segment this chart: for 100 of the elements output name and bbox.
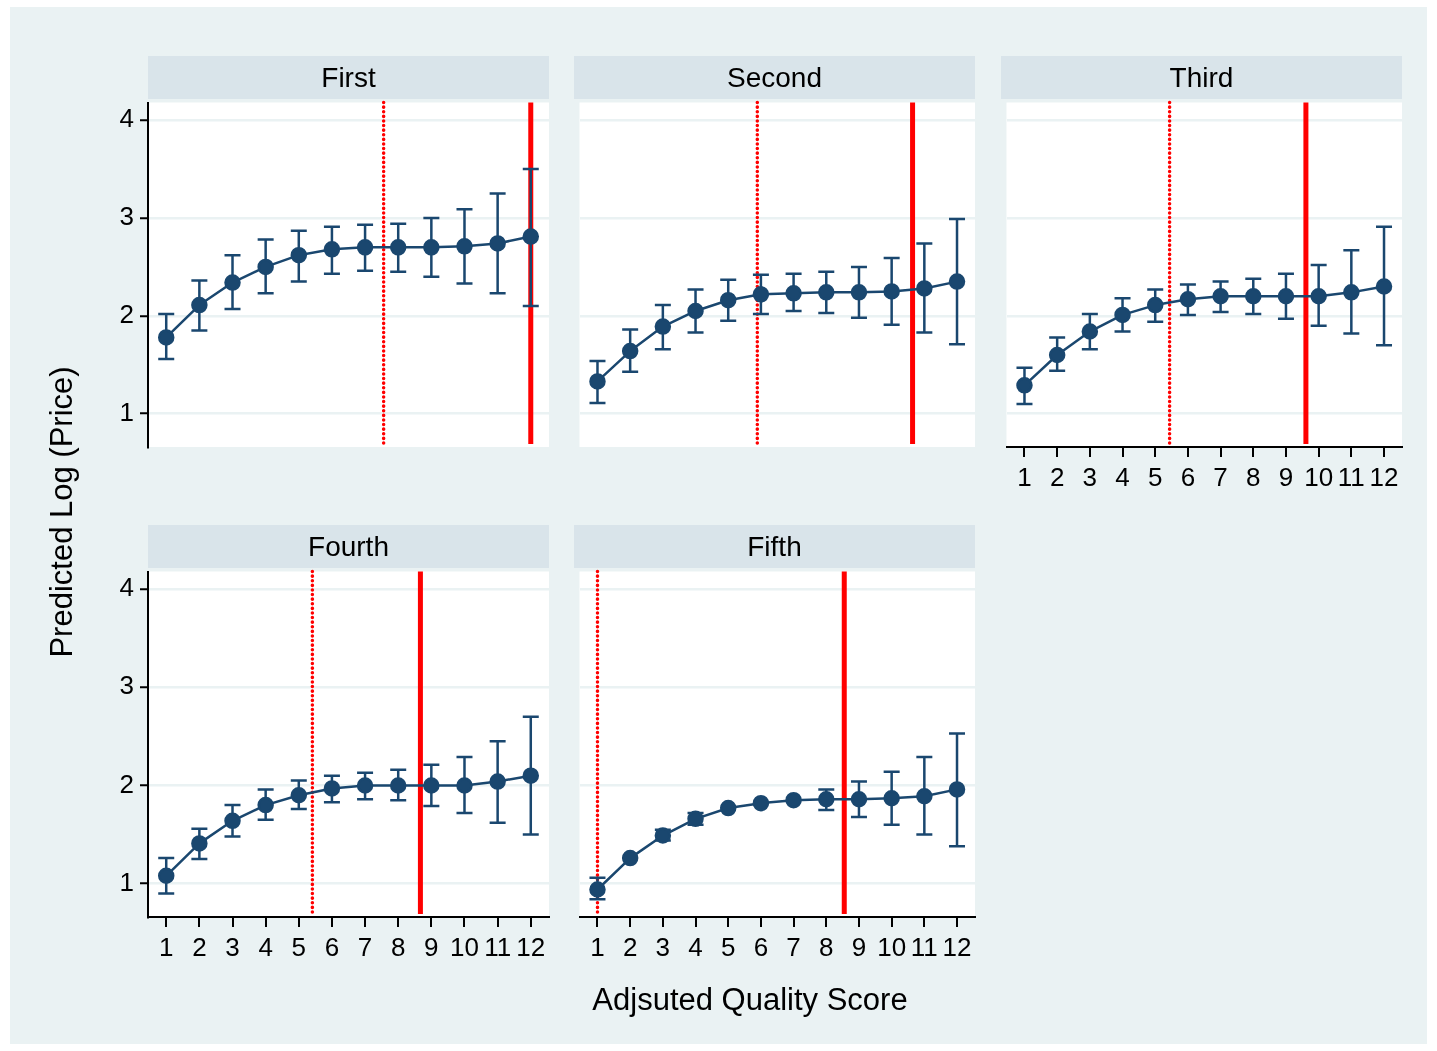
- point: [752, 286, 770, 303]
- point: [752, 794, 770, 812]
- point: [157, 329, 175, 346]
- point: [1343, 284, 1360, 301]
- y-tick-label: 3: [119, 201, 134, 232]
- point: [785, 791, 802, 809]
- x-tick-label: 12: [1369, 461, 1399, 492]
- x-tick-label: 12: [516, 931, 546, 962]
- point: [785, 285, 802, 302]
- point: [456, 777, 473, 794]
- point: [916, 280, 933, 297]
- x-tick-label: 6: [324, 931, 340, 962]
- x-tick-label: 12: [942, 931, 972, 962]
- x-tick-label: 9: [1278, 461, 1294, 492]
- x-tick-label: 6: [753, 931, 769, 962]
- x-tick-label: 5: [720, 931, 736, 962]
- x-tick-label: 8: [1246, 461, 1261, 492]
- x-tick-label: 10: [450, 931, 479, 962]
- y-tick-label: 1: [119, 396, 134, 427]
- x-tick-label: 10: [1304, 461, 1334, 492]
- point: [1375, 278, 1393, 295]
- x-tick-label: 3: [225, 931, 240, 962]
- point: [423, 239, 440, 256]
- x-tick-label: 5: [1147, 461, 1163, 492]
- point: [687, 302, 704, 320]
- point: [290, 787, 308, 804]
- point: [290, 246, 308, 264]
- point: [489, 773, 506, 790]
- x-tick-label: 2: [1049, 461, 1065, 492]
- chart-title: Second: [574, 56, 975, 99]
- x-tick-label: 11: [1337, 461, 1365, 492]
- x-tick-label: 7: [786, 931, 801, 962]
- point: [224, 812, 241, 830]
- x-tick-label: 11: [910, 931, 938, 962]
- point: [850, 284, 868, 301]
- x-tick-label: 3: [655, 931, 671, 962]
- point: [818, 284, 835, 301]
- point: [850, 790, 868, 808]
- point: [456, 238, 473, 255]
- chart-title: Third: [1001, 56, 1402, 99]
- chart-title: Fourth: [148, 525, 549, 568]
- point: [1179, 290, 1197, 308]
- y-tick-label: 4: [119, 103, 134, 134]
- x-tick-label: 5: [291, 931, 307, 962]
- y-tick-label: 2: [119, 768, 134, 799]
- x-tick-label: 1: [590, 931, 605, 962]
- point: [818, 790, 835, 808]
- point: [621, 342, 639, 360]
- x-tick-label: 10: [877, 931, 907, 962]
- point: [1310, 288, 1327, 305]
- chart-title: Fifth: [574, 525, 975, 568]
- point: [1114, 306, 1131, 324]
- point: [356, 239, 374, 256]
- point: [589, 881, 606, 898]
- point: [489, 235, 506, 252]
- x-tick-label: 4: [688, 931, 703, 962]
- point: [1016, 377, 1033, 394]
- point: [719, 799, 737, 817]
- x-tick-label: 9: [851, 931, 867, 962]
- y-tick-label: 3: [119, 670, 134, 701]
- point: [589, 373, 606, 390]
- point: [157, 867, 175, 885]
- x-tick-label: 3: [1082, 461, 1098, 492]
- point: [389, 239, 407, 256]
- x-tick-label: 7: [357, 931, 373, 962]
- point: [323, 241, 341, 258]
- point: [948, 781, 966, 798]
- point: [654, 318, 672, 335]
- point: [1081, 323, 1099, 340]
- x-axis-title: Adjsuted Quality Score: [592, 982, 908, 1018]
- point: [883, 283, 900, 300]
- point: [224, 274, 241, 291]
- y-tick-label: 1: [119, 866, 134, 897]
- x-tick-label: 8: [819, 931, 834, 962]
- x-tick-label: 2: [622, 931, 638, 962]
- point: [1146, 296, 1164, 314]
- point: [257, 796, 274, 814]
- point: [948, 273, 966, 290]
- point: [621, 849, 639, 867]
- x-tick-label: 6: [1180, 461, 1196, 492]
- point: [522, 228, 540, 245]
- x-tick-label: 8: [390, 931, 406, 962]
- x-tick-label: 4: [258, 931, 273, 962]
- chart-title: First: [148, 56, 549, 99]
- point: [389, 777, 407, 794]
- y-axis-title: Predicted Log (Price): [44, 366, 80, 658]
- y-tick-label: 2: [119, 299, 134, 330]
- point: [356, 777, 374, 794]
- x-tick-label: 11: [484, 931, 512, 962]
- point: [323, 780, 341, 797]
- point: [1048, 346, 1066, 364]
- point: [423, 777, 440, 794]
- point: [916, 788, 933, 805]
- point: [1277, 288, 1295, 305]
- point: [719, 291, 737, 309]
- x-tick-label: 1: [158, 931, 174, 962]
- x-tick-label: 9: [424, 931, 439, 962]
- x-tick-label: 1: [1017, 461, 1032, 492]
- point: [522, 767, 540, 784]
- x-tick-label: 2: [192, 931, 207, 962]
